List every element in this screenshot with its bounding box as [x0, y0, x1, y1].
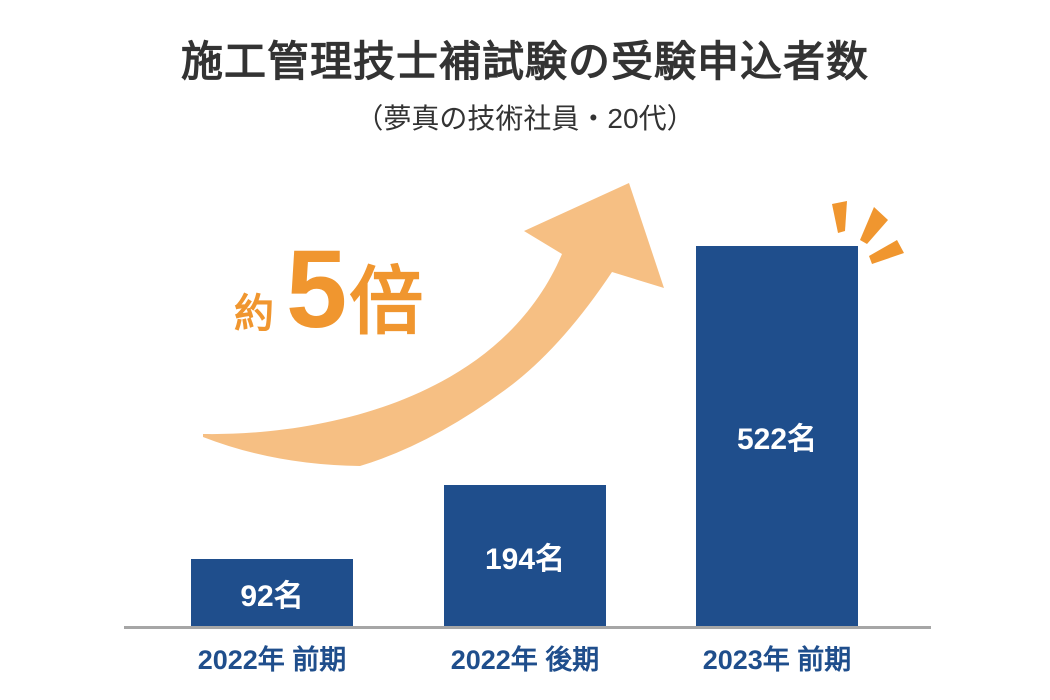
annotation-prefix: 約 — [234, 292, 274, 336]
category-label-2022-second-half: 2022年 後期 — [450, 645, 600, 675]
bar-value-label: 92名 — [240, 579, 304, 613]
chart-title: 施工管理技士補試験の受験申込者数 — [180, 38, 869, 85]
annotation-suffix: 倍 — [349, 260, 424, 343]
sparkle-icon — [869, 240, 904, 264]
annotation-number: 5 — [286, 228, 347, 351]
sparkle-icon — [860, 207, 888, 244]
bar-value-label: 522名 — [736, 423, 818, 456]
category-label-2022-first-half: 2022年 前期 — [197, 645, 347, 675]
chart-subtitle: （夢真の技術社員・20代） — [355, 103, 695, 134]
sparkle-icon — [832, 201, 847, 233]
x-axis-line — [124, 626, 931, 629]
bar-2022-first-half: 92名 — [191, 559, 353, 626]
category-label-2023-first-half: 2023年 前期 — [702, 645, 852, 675]
growth-annotation: 約 5倍 — [234, 235, 423, 345]
bar-value-label: 194名 — [484, 542, 566, 576]
bar-2023-first-half: 522名 — [696, 246, 858, 626]
bar-2022-second-half: 194名 — [444, 485, 606, 626]
